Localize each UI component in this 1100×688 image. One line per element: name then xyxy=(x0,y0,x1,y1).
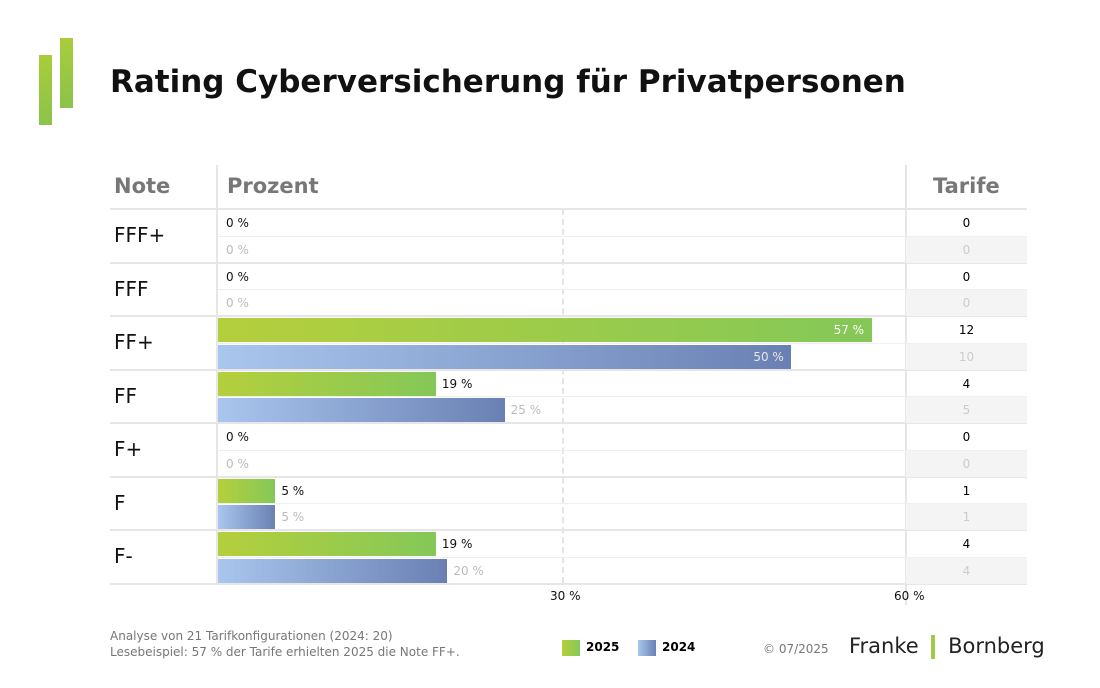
count-2025: 12 xyxy=(958,323,975,337)
count-2024: 0 xyxy=(906,290,1027,317)
tick-label: 30 % xyxy=(550,589,581,603)
note-label: FFF+ xyxy=(114,223,166,247)
bar-2024 xyxy=(218,505,276,530)
data-label-2025: 0 % xyxy=(226,269,249,284)
gridline xyxy=(562,209,564,583)
subrow-divider xyxy=(218,503,1027,505)
data-label-2025: 57 % xyxy=(833,323,865,337)
count-2024: 4 xyxy=(906,557,1027,584)
row-divider xyxy=(110,315,1027,317)
row-divider xyxy=(110,368,1027,371)
bar-2024 xyxy=(218,344,792,369)
data-label-2025: 19 % xyxy=(441,376,473,391)
data-label-2024: 0 % xyxy=(226,242,249,257)
count-2024: 0 xyxy=(906,236,1027,263)
count-2024: 0 xyxy=(906,450,1027,477)
brand-left: Franke xyxy=(849,634,919,658)
note-label: FFF xyxy=(114,276,149,301)
row-divider xyxy=(110,422,1027,424)
divider xyxy=(905,165,907,605)
footer-line2: Lesebeispiel: 57 % der Tarife erhielten … xyxy=(110,645,460,659)
header-percent: Prozent xyxy=(227,174,319,198)
row-divider xyxy=(110,475,1027,478)
count-2025: 4 xyxy=(962,376,971,391)
data-label-2025: 0 % xyxy=(226,430,249,444)
data-label-2024: 0 % xyxy=(226,456,249,471)
note-label: F+ xyxy=(114,437,143,461)
divider xyxy=(216,165,218,583)
count-2024: 10 xyxy=(906,343,1027,370)
count-2025: 0 xyxy=(962,430,971,444)
count-2024: 1 xyxy=(906,504,1027,531)
footer-line1: Analyse von 21 Tarifkonfigurationen (202… xyxy=(110,629,393,643)
subrow-divider xyxy=(218,449,1027,451)
row-divider xyxy=(110,208,1027,210)
note-label: F xyxy=(114,490,126,515)
logo-bar-icon xyxy=(39,55,52,125)
note-label: FF+ xyxy=(114,330,154,354)
count-2025: 4 xyxy=(962,537,971,551)
note-label: FF xyxy=(114,383,138,408)
data-label-2024: 50 % xyxy=(753,349,784,364)
bar-2025 xyxy=(218,478,276,503)
data-label-2024: 20 % xyxy=(453,563,484,578)
row-divider xyxy=(110,529,1027,531)
brand-bar-icon xyxy=(931,635,936,659)
bar-2024 xyxy=(218,558,448,583)
bar-2024 xyxy=(218,398,505,423)
data-label-2024: 5 % xyxy=(281,510,305,525)
count-2025: 1 xyxy=(962,483,971,498)
count-2024: 5 xyxy=(906,397,1027,424)
data-label-2024: 0 % xyxy=(226,296,249,311)
row-divider xyxy=(110,261,1027,264)
subrow-divider xyxy=(218,342,1027,344)
brand-logo: Franke Bornberg xyxy=(849,634,1045,659)
footer-note: Analyse von 21 Tarifkonfigurationen (202… xyxy=(110,628,460,660)
header-count: Tarife xyxy=(933,174,1000,198)
subrow-divider xyxy=(218,556,1027,558)
count-2025: 0 xyxy=(962,216,971,230)
subrow-divider xyxy=(218,396,1027,398)
row-divider xyxy=(110,582,1027,585)
subrow-divider xyxy=(218,289,1027,291)
bar-2025 xyxy=(218,371,436,396)
bar-2025 xyxy=(218,532,436,556)
subrow-divider xyxy=(218,235,1027,237)
legend-label-2024: 2024 xyxy=(662,640,696,654)
data-label-2025: 0 % xyxy=(226,216,249,230)
legend-swatch-2024 xyxy=(638,640,656,656)
legend-swatch-2025 xyxy=(562,640,580,656)
tick-label: 60 % xyxy=(894,589,925,603)
data-label-2025: 5 % xyxy=(281,483,305,498)
legend-label-2025: 2025 xyxy=(586,640,620,654)
brand-right: Bornberg xyxy=(948,634,1045,658)
data-label-2024: 25 % xyxy=(510,403,542,418)
page-title: Rating Cyberversicherung für Privatperso… xyxy=(110,64,906,100)
copyright: © 07/2025 xyxy=(763,642,829,656)
logo-bar-icon xyxy=(60,38,73,108)
bar-2025 xyxy=(218,318,872,342)
data-label-2025: 19 % xyxy=(441,537,473,551)
header-note: Note xyxy=(114,174,171,198)
count-2025: 0 xyxy=(962,269,971,284)
note-label: F- xyxy=(114,544,133,568)
